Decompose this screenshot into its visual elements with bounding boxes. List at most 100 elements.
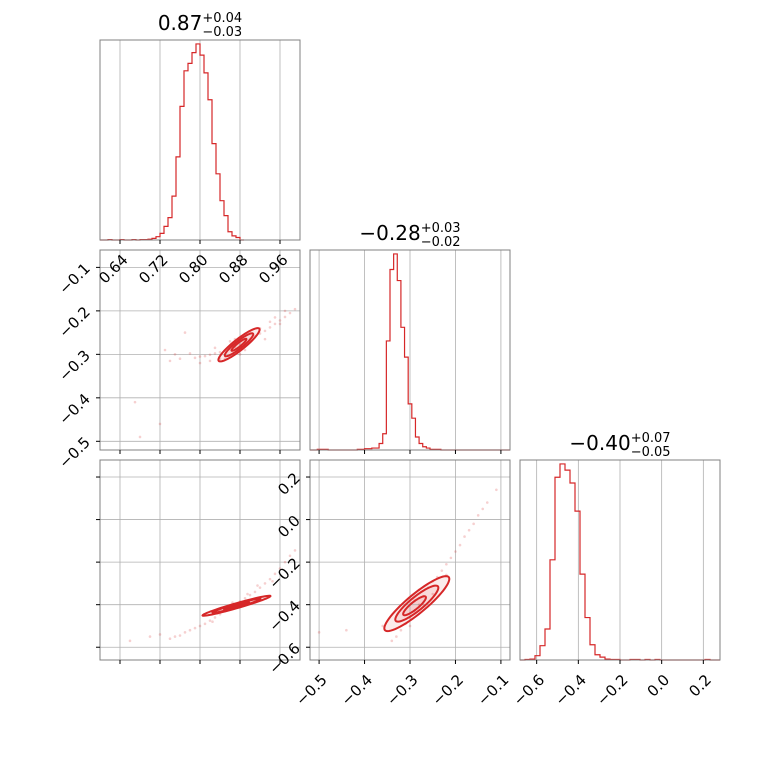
sample-point xyxy=(273,572,277,576)
density-contour-level-2 xyxy=(211,597,262,614)
sample-point xyxy=(218,350,222,354)
sample-point xyxy=(345,628,348,632)
title-value: −0.40 xyxy=(569,431,630,455)
histogram-line xyxy=(100,43,244,241)
x-tick-label: −0.2 xyxy=(593,671,631,709)
sample-point xyxy=(495,488,498,492)
y-tick-label: −0.4 xyxy=(55,390,93,428)
sample-point xyxy=(158,422,162,426)
sample-point xyxy=(381,624,385,628)
sample-point xyxy=(208,353,212,357)
x-tick-label: −0.6 xyxy=(510,671,548,709)
sample-point xyxy=(168,359,172,363)
sample-point xyxy=(238,353,242,356)
sample-point xyxy=(213,352,217,355)
sample-point xyxy=(183,631,187,634)
title-value: 0.87 xyxy=(158,11,203,35)
sample-point xyxy=(208,359,212,363)
density-contour-level-3 xyxy=(230,337,248,352)
panel-title: −0.40+0.07 xyxy=(569,431,670,455)
sample-point xyxy=(278,322,282,326)
title-upper-error: +0.04 xyxy=(202,11,242,26)
sample-point xyxy=(243,348,247,352)
sample-point xyxy=(148,635,152,638)
y-tick-label: −0.5 xyxy=(55,433,93,471)
ticks-layer xyxy=(96,240,704,664)
sample-point xyxy=(158,633,162,636)
sample-point xyxy=(317,631,321,634)
x-tick-label: 0.72 xyxy=(135,251,171,287)
x-tick-label: −0.1 xyxy=(474,671,512,709)
sample-point xyxy=(288,554,292,558)
density-fill-level-3 xyxy=(403,596,426,616)
density-contour-level-3 xyxy=(222,601,251,611)
sample-point xyxy=(138,435,142,439)
panel-title: −0.28+0.03 xyxy=(359,221,460,245)
sample-point xyxy=(268,326,272,329)
sample-point xyxy=(198,361,202,365)
sample-point xyxy=(133,400,137,404)
sample-point xyxy=(168,637,172,641)
sample-point xyxy=(203,354,207,358)
density-contour-level-1 xyxy=(383,575,451,633)
sample-point xyxy=(263,329,267,333)
x-tick-label: −0.3 xyxy=(383,671,421,709)
title-lower-error: −0.02 xyxy=(421,235,461,250)
sample-point xyxy=(188,352,192,355)
sample-point xyxy=(288,311,292,315)
y-tick-label: −0.4 xyxy=(265,597,303,635)
sample-point xyxy=(211,620,214,624)
title-upper-error: +0.07 xyxy=(631,431,671,446)
sample-point xyxy=(173,635,177,638)
density-contour-level-1 xyxy=(217,327,261,363)
sample-point xyxy=(213,346,217,350)
fill-layer xyxy=(202,328,450,632)
sample-point xyxy=(258,586,262,589)
x-tick-label: 0.2 xyxy=(685,671,715,701)
sample-point xyxy=(271,579,274,583)
density-contour-level-2 xyxy=(394,584,440,623)
sample-point xyxy=(293,307,297,311)
sample-point xyxy=(390,639,394,643)
x-tick-label: 0.88 xyxy=(215,251,251,287)
y-tick-label: −0.2 xyxy=(55,303,93,341)
sample-point xyxy=(283,315,287,319)
y-tick-label: 0.2 xyxy=(274,469,304,499)
sample-point xyxy=(208,619,212,622)
marks-layer xyxy=(100,43,720,661)
title-upper-error: +0.03 xyxy=(421,221,461,236)
sample-point xyxy=(283,309,287,313)
sample-point xyxy=(440,569,444,572)
sample-point xyxy=(256,584,259,587)
x-tick-label: 0.80 xyxy=(175,251,211,287)
y-tick-label: 0.0 xyxy=(274,512,304,542)
sample-point xyxy=(163,348,167,352)
sample-point xyxy=(458,543,462,547)
y-tick-label: −0.6 xyxy=(265,639,303,677)
sample-point xyxy=(278,567,282,570)
x-tick-label: −0.4 xyxy=(338,671,376,709)
sample-point xyxy=(283,560,287,564)
y-tick-label: −0.2 xyxy=(265,554,303,592)
panel-title: 0.87+0.04 xyxy=(158,11,242,35)
y-tick-label: −0.1 xyxy=(55,259,93,297)
sample-point xyxy=(431,592,435,596)
sample-point xyxy=(253,590,257,594)
title-lower-error: −0.05 xyxy=(631,445,671,460)
sample-point xyxy=(193,626,197,630)
x-tick-label: 0.64 xyxy=(95,251,131,287)
sample-point xyxy=(203,622,207,626)
sample-point xyxy=(188,628,192,632)
sample-point xyxy=(178,634,182,637)
sample-point xyxy=(268,577,272,581)
density-contour-level-3 xyxy=(402,595,427,617)
sample-point xyxy=(128,639,132,643)
sample-point xyxy=(395,635,398,638)
sample-point xyxy=(273,322,277,326)
sample-point xyxy=(476,514,480,517)
title-value: −0.28 xyxy=(359,221,420,245)
sample-point xyxy=(481,507,485,511)
sample-point xyxy=(243,596,247,600)
x-tick-label: −0.2 xyxy=(429,671,467,709)
